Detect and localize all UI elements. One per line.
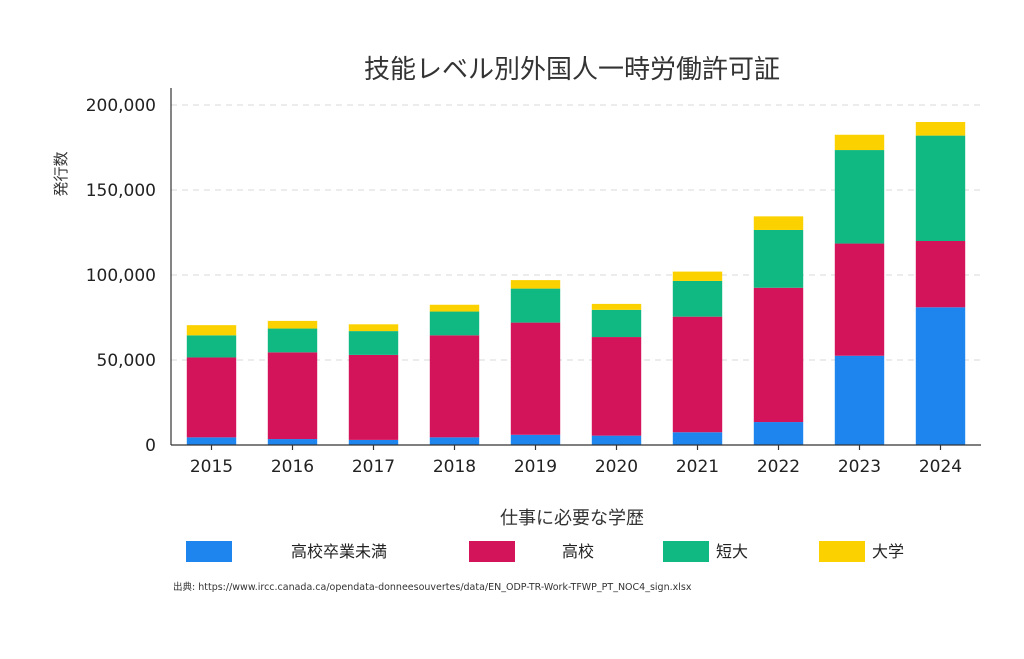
legend-label: 高校卒業未満 (291, 542, 387, 561)
x-tick-label: 2020 (595, 457, 638, 477)
bar-segment (672, 271, 723, 281)
y-tick-label: 0 (145, 436, 156, 456)
chart-title: 技能レベル別外国人一時労働許可証 (364, 55, 780, 85)
y-tick-label: 50,000 (97, 351, 156, 371)
bar-segment (672, 316, 723, 433)
bar-segment (348, 331, 399, 355)
legend-label: 大学 (872, 542, 904, 561)
legend-swatch (186, 541, 232, 562)
bar-segment (510, 434, 561, 445)
bar-segment (186, 335, 237, 358)
bar-segment (834, 134, 885, 151)
x-tick-label: 2015 (190, 457, 233, 477)
legend-swatch (663, 541, 709, 562)
bar-segment (510, 288, 561, 323)
bar-segment (591, 337, 642, 436)
bar-segment (834, 243, 885, 356)
x-tick-label: 2022 (757, 457, 800, 477)
bar-segment (834, 150, 885, 244)
legend-swatch (469, 541, 515, 562)
bar-segment (591, 303, 642, 310)
bar-segment (753, 216, 804, 230)
bar-segment (267, 320, 318, 329)
bar-segment (429, 335, 480, 438)
y-tick-label: 200,000 (86, 96, 156, 116)
bar-segment (591, 435, 642, 445)
x-tick-label: 2021 (676, 457, 719, 477)
y-axis-label: 発行数 (52, 151, 70, 196)
bar-segment (429, 437, 480, 445)
bar-segment (915, 122, 966, 136)
x-tick-label: 2016 (271, 457, 314, 477)
bar-segment (672, 432, 723, 445)
bar-segment (510, 280, 561, 289)
bar-segment (510, 322, 561, 435)
x-tick-label: 2018 (433, 457, 476, 477)
bars (186, 122, 966, 445)
bar-segment (753, 422, 804, 445)
legend: 高校卒業未満 高校 短大 大学 (186, 541, 904, 562)
bar-segment (267, 352, 318, 440)
legend-label: 短大 (716, 542, 748, 561)
bar-segment (834, 355, 885, 445)
bar-segment (186, 325, 237, 336)
bar-segment (915, 135, 966, 241)
bar-segment (267, 439, 318, 445)
bar-segment (267, 328, 318, 353)
bar-segment (186, 437, 237, 445)
x-tick-label: 2024 (919, 457, 962, 477)
bar-segment (591, 309, 642, 338)
bar-segment (429, 311, 480, 336)
legend-label: 高校 (562, 542, 594, 561)
source-note: 出典: https://www.ircc.canada.ca/opendata-… (173, 581, 692, 593)
bar-segment (915, 307, 966, 445)
bar-segment (429, 304, 480, 312)
bar-segment (348, 324, 399, 332)
legend-swatch (819, 541, 865, 562)
y-tick-label: 150,000 (86, 181, 156, 201)
bar-segment (753, 287, 804, 423)
bar-segment (672, 280, 723, 317)
x-tick-label: 2019 (514, 457, 557, 477)
x-tick-label: 2023 (838, 457, 881, 477)
axes: 0 50,000 100,000 150,000 200,000 2015 2016 2017… (86, 88, 981, 477)
bar-segment (753, 229, 804, 288)
bar-segment (186, 357, 237, 438)
y-tick-label: 100,000 (86, 266, 156, 286)
x-tick-label: 2017 (352, 457, 395, 477)
bar-segment (348, 439, 399, 445)
bar-segment (915, 241, 966, 308)
legend-title: 仕事に必要な学歴 (500, 508, 644, 529)
bar-segment (348, 354, 399, 440)
